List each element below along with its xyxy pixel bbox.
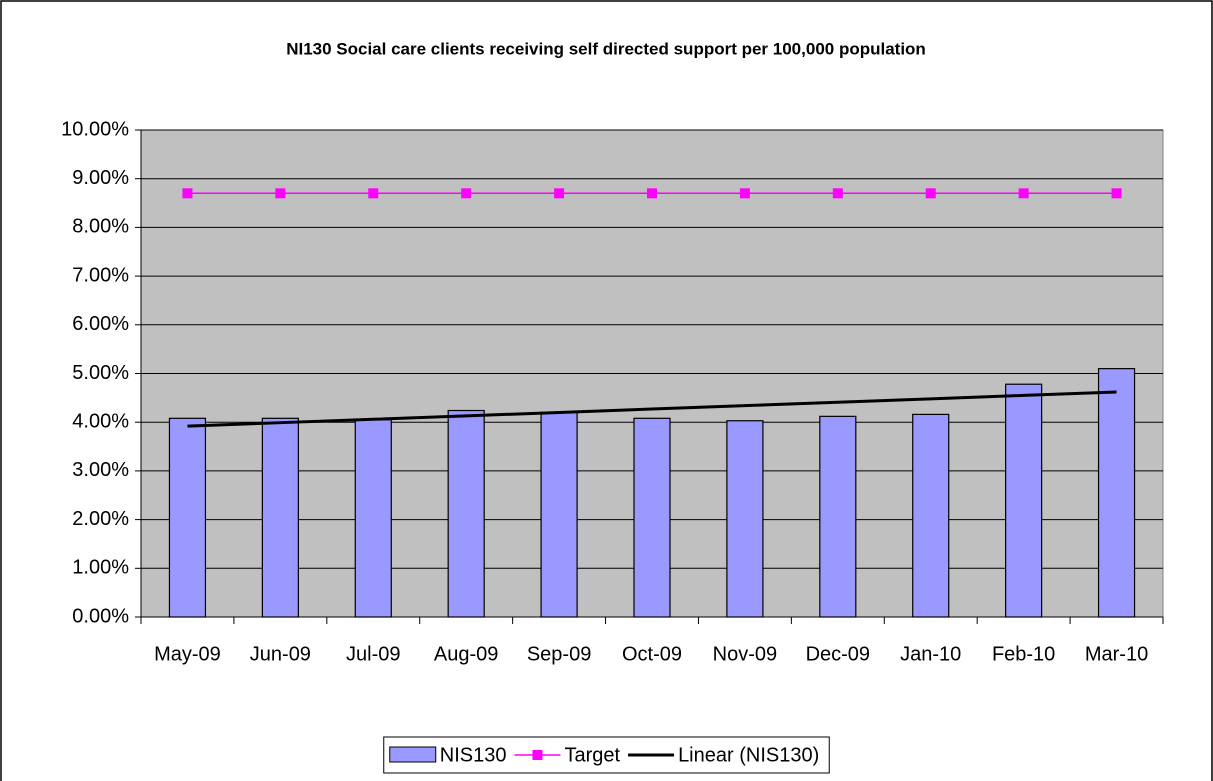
x-tick-label: Sep-09 bbox=[527, 643, 592, 665]
marker bbox=[739, 188, 750, 199]
bar bbox=[540, 411, 578, 618]
bar bbox=[447, 409, 485, 618]
legend-label: Linear (NIS130) bbox=[678, 744, 819, 766]
bar bbox=[354, 419, 392, 618]
trend-line bbox=[187, 390, 1117, 428]
marker bbox=[461, 188, 472, 199]
y-tick-label: 0.00% bbox=[72, 605, 129, 627]
y-tick-label: 5.00% bbox=[72, 362, 129, 384]
x-tick-label: Jul-09 bbox=[346, 643, 400, 665]
y-tick-label: 3.00% bbox=[72, 459, 129, 481]
y-tick-label: 10.00% bbox=[61, 118, 129, 140]
x-tick-label: Nov-09 bbox=[713, 643, 777, 665]
legend-swatch bbox=[389, 746, 437, 763]
x-tick-label: Jan-10 bbox=[900, 643, 961, 665]
x-tick-label: Feb-10 bbox=[992, 643, 1055, 665]
y-tick-label: 1.00% bbox=[72, 557, 129, 579]
bar bbox=[912, 413, 950, 618]
chart-title: NI130 Social care clients receiving self… bbox=[286, 39, 926, 58]
bar bbox=[261, 417, 299, 618]
bar bbox=[1097, 368, 1136, 618]
marker bbox=[1111, 188, 1122, 199]
marker bbox=[925, 188, 936, 199]
bar bbox=[168, 417, 207, 618]
x-tick-label: Jun-09 bbox=[250, 643, 311, 665]
bar bbox=[819, 415, 857, 618]
y-tick-label: 9.00% bbox=[72, 167, 129, 189]
legend-label: Target bbox=[564, 744, 620, 766]
x-tick-label: Dec-09 bbox=[806, 643, 870, 665]
marker bbox=[368, 188, 379, 199]
marker bbox=[1018, 188, 1029, 199]
x-tick-label: Mar-10 bbox=[1085, 643, 1148, 665]
bar bbox=[726, 420, 764, 618]
legend-label: NIS130 bbox=[440, 744, 507, 766]
x-tick-label: May-09 bbox=[154, 643, 221, 665]
legend-marker bbox=[532, 750, 543, 760]
marker bbox=[832, 188, 843, 199]
y-tick-label: 8.00% bbox=[72, 216, 129, 238]
marker bbox=[182, 188, 193, 199]
y-tick-label: 2.00% bbox=[72, 508, 129, 530]
x-tick-label: Oct-09 bbox=[622, 643, 682, 665]
marker bbox=[647, 188, 657, 199]
y-tick-label: 7.00% bbox=[72, 264, 129, 286]
y-tick-label: 6.00% bbox=[72, 313, 129, 335]
marker bbox=[275, 188, 286, 199]
bar bbox=[633, 417, 671, 618]
marker bbox=[554, 188, 565, 199]
bar bbox=[1005, 383, 1043, 618]
y-tick-label: 4.00% bbox=[72, 410, 129, 432]
x-tick-label: Aug-09 bbox=[434, 643, 499, 665]
legend bbox=[383, 736, 830, 774]
